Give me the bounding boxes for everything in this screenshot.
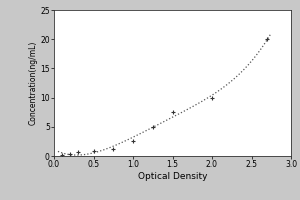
X-axis label: Optical Density: Optical Density	[138, 172, 207, 181]
Y-axis label: Concentration(ng/mL): Concentration(ng/mL)	[28, 41, 38, 125]
